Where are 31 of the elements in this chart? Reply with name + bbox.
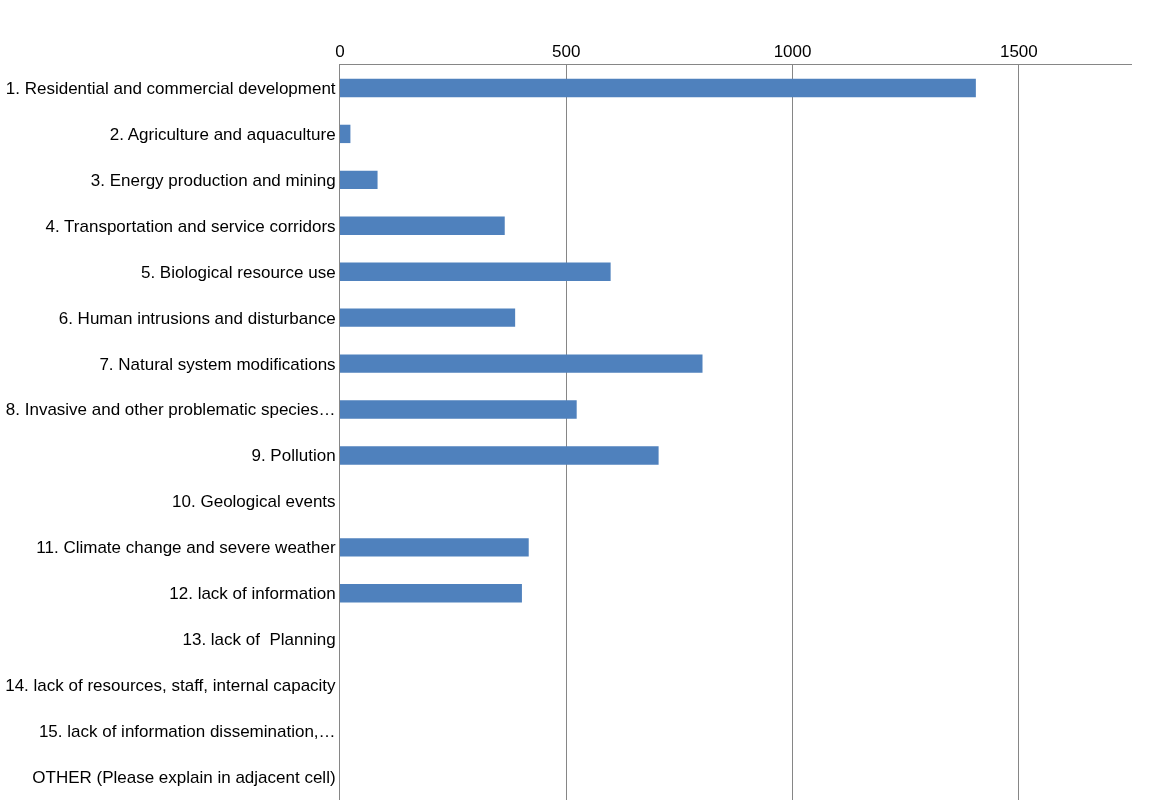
y-tick-label: 11. Climate change and severe weather <box>36 538 336 558</box>
y-tick-label: 8. Invasive and other problematic species… <box>5 400 336 420</box>
bar <box>340 308 516 327</box>
y-tick-label: 4. Transportation and service corridors <box>45 216 336 236</box>
y-tick-label: 6. Human intrusions and disturbance <box>58 308 336 328</box>
bar <box>340 124 351 144</box>
bar <box>340 262 611 281</box>
y-tick-label: 13. lack of Planning <box>182 630 336 650</box>
y-tick-label: 5. Biological resource use <box>140 262 336 282</box>
y-tick-label: OTHER (Please explain in adjacent cell) <box>32 767 336 787</box>
y-tick-label: 10. Geological events <box>172 492 336 512</box>
bar <box>340 584 522 603</box>
bar <box>340 400 577 419</box>
y-tick-label: 7. Natural system modifications <box>99 354 336 374</box>
y-tick-label: 3. Energy production and mining <box>90 170 336 190</box>
y-tick-label: 15. lack of information dissemination,… <box>38 722 336 742</box>
x-tick-label: 1000 <box>773 42 812 62</box>
y-tick-label: 12. lack of information <box>169 584 336 604</box>
bar <box>340 446 659 465</box>
y-tick-label: 2. Agriculture and aquaculture <box>109 124 336 144</box>
y-tick-label: 1. Residential and commercial development <box>5 78 336 98</box>
x-tick-label: 500 <box>552 42 581 62</box>
x-tick-label: 0 <box>335 42 345 62</box>
bar <box>340 78 976 98</box>
y-tick-label: 14. lack of resources, staff, internal capacity <box>5 676 337 696</box>
bar <box>340 538 529 557</box>
bar <box>340 216 505 235</box>
bar <box>340 354 703 373</box>
bar <box>340 170 378 190</box>
x-tick-label: 1500 <box>999 42 1038 62</box>
y-tick-label: 9. Pollution <box>251 446 336 466</box>
